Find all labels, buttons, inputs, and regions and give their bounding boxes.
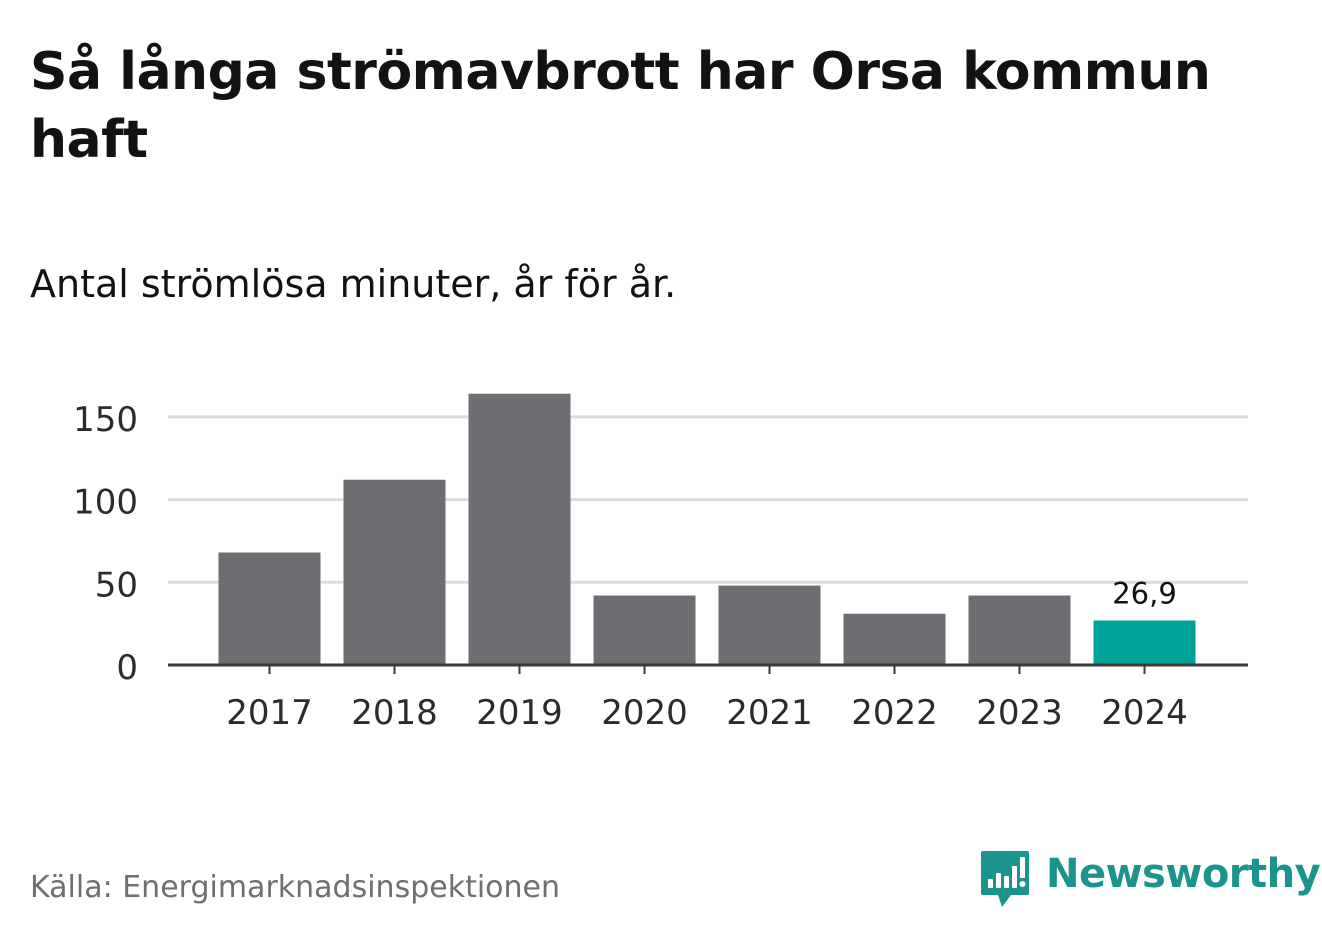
bars <box>218 393 1196 665</box>
x-tick-label: 2019 <box>476 693 563 733</box>
brand-logo: Newsworthy <box>980 849 1321 911</box>
x-axis-ticks: 2017 2018 2019 2020 2021 2022 2023 2024 <box>226 665 1188 733</box>
bar-2018 <box>343 479 446 665</box>
chart-title: Så långa strömavbrott har Orsa kommun ha… <box>30 42 1211 170</box>
y-tick-label: 150 <box>73 400 138 440</box>
source-note: Källa: Energimarknadsinspektionen <box>30 870 561 905</box>
gridlines <box>168 415 1248 584</box>
x-tick-label: 2022 <box>851 693 938 733</box>
bar-2021 <box>718 585 821 665</box>
y-tick-label: 50 <box>95 565 138 605</box>
x-tick-label: 2017 <box>226 693 313 733</box>
x-tick-label: 2020 <box>601 693 688 733</box>
bar-2017 <box>218 552 321 665</box>
chart-subtitle: Antal strömlösa minuter, år för år. <box>30 262 677 306</box>
y-tick-label: 100 <box>73 483 138 523</box>
bar-2020 <box>593 595 696 665</box>
brand-name: Newsworthy <box>1046 851 1321 897</box>
data-labels: 26,9 <box>1112 577 1177 611</box>
x-tick-label: 2023 <box>976 693 1063 733</box>
x-tick-label: 2021 <box>726 693 813 733</box>
x-tick-label: 2018 <box>351 693 438 733</box>
x-tick-label: 2024 <box>1101 693 1188 733</box>
y-axis-ticks: 0 50 100 150 <box>73 400 138 688</box>
bar-2024 <box>1093 620 1196 665</box>
bar-2023 <box>968 595 1071 665</box>
bar-2022 <box>843 613 946 665</box>
y-tick-label: 0 <box>116 648 138 688</box>
data-label-2024: 26,9 <box>1112 577 1177 611</box>
bar-2019 <box>468 393 571 665</box>
newsworthy-logo-icon <box>981 851 1029 907</box>
